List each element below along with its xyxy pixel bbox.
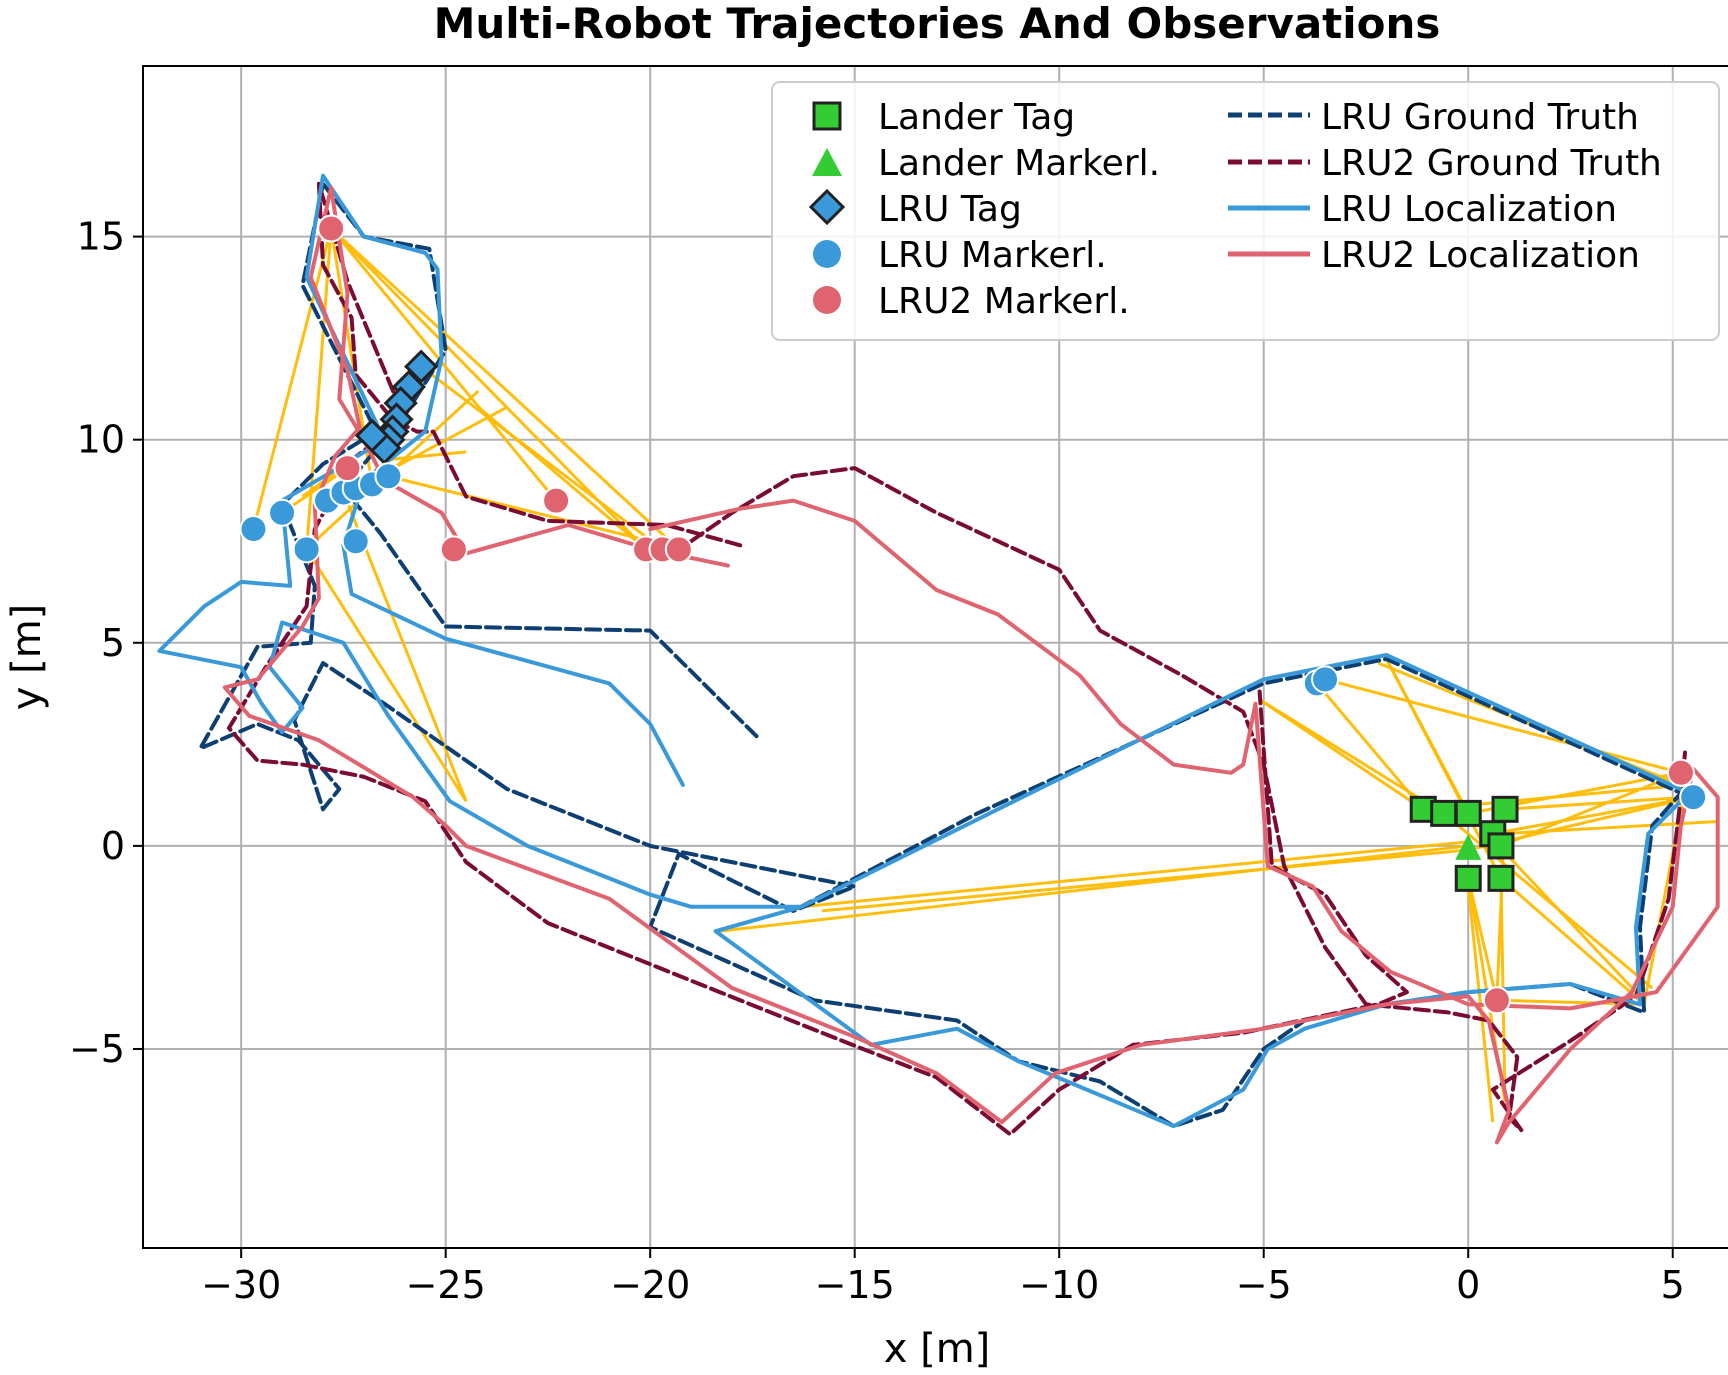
legend-swatch-lander-tag bbox=[812, 101, 842, 131]
legend-swatch-lru-markerless bbox=[813, 240, 841, 268]
legend-label-lander-markerless: Lander Markerl. bbox=[878, 143, 1160, 184]
marker-lru2-markerl bbox=[333, 454, 362, 483]
chart-title: Multi-Robot Trajectories And Observation… bbox=[434, 0, 1441, 48]
marker-lru-markerl bbox=[1679, 783, 1708, 812]
observation-link bbox=[388, 474, 651, 543]
marker-lru-markerl bbox=[268, 498, 297, 527]
marker-lru-markerl bbox=[239, 515, 268, 544]
observation-links bbox=[251, 227, 1718, 1123]
observation-link bbox=[1492, 795, 1694, 836]
marker-lru2-markerl bbox=[1666, 758, 1695, 787]
legend-swatch-lru-tag bbox=[808, 188, 846, 226]
x-tick-label: 0 bbox=[1456, 1263, 1480, 1307]
marker-lander-tag bbox=[1430, 799, 1458, 827]
legend-box bbox=[771, 81, 1720, 341]
trajectory-lines bbox=[157, 173, 1720, 1145]
legend-label-lru-ground-truth: LRU Ground Truth bbox=[1321, 97, 1639, 138]
observation-link bbox=[821, 848, 1469, 913]
marker-lru2-markerl bbox=[317, 214, 346, 243]
legend-swatch-lru2-markerless bbox=[813, 286, 841, 314]
observation-link bbox=[329, 227, 558, 502]
legend-label-lru2-markerless: LRU2 Markerl. bbox=[878, 281, 1130, 322]
observation-link bbox=[420, 365, 664, 551]
x-tick-label: −25 bbox=[406, 1263, 486, 1307]
x-axis-label: x [m] bbox=[884, 1326, 991, 1372]
observation-link bbox=[1258, 698, 1445, 815]
series-line-lru2-localization bbox=[222, 185, 1720, 1145]
legend-label-lander-tag: Lander Tag bbox=[878, 97, 1075, 138]
x-tick-label: −20 bbox=[610, 1263, 690, 1307]
observation-link bbox=[251, 228, 333, 530]
observation-markers bbox=[239, 214, 1708, 1015]
observation-link bbox=[1642, 788, 1687, 1005]
observation-link bbox=[330, 227, 680, 551]
marker-lander-tag bbox=[1454, 864, 1482, 892]
marker-lander-markerl bbox=[1455, 833, 1482, 860]
y-tick-label: −5 bbox=[69, 1027, 125, 1071]
marker-lru2-markerl bbox=[664, 535, 693, 564]
marker-lander-tag bbox=[1487, 864, 1515, 892]
marker-lander-tag bbox=[1454, 799, 1482, 827]
y-tick-label: 0 bbox=[101, 824, 125, 868]
x-tick-label: −30 bbox=[201, 1263, 281, 1307]
y-tick-label: 15 bbox=[77, 215, 125, 259]
observation-link bbox=[801, 840, 1469, 909]
marker-lander-tag bbox=[1491, 795, 1519, 823]
marker-lru-markerl bbox=[341, 527, 370, 556]
marker-lru-tag bbox=[354, 418, 390, 453]
marker-lru-markerl bbox=[292, 535, 321, 564]
x-tick-label: −15 bbox=[815, 1263, 895, 1307]
y-axis-label: y [m] bbox=[4, 604, 50, 711]
observation-link bbox=[477, 406, 648, 551]
legend-label-lru-markerless: LRU Markerl. bbox=[878, 235, 1107, 276]
legend-label-lru-tag: LRU Tag bbox=[878, 189, 1022, 230]
marker-lru2-markerl bbox=[439, 535, 468, 564]
x-tick-label: −5 bbox=[1236, 1263, 1292, 1307]
observation-link bbox=[305, 548, 468, 802]
observation-link bbox=[1324, 677, 1682, 775]
observation-link bbox=[384, 450, 467, 462]
observation-link bbox=[1442, 812, 1654, 990]
legend-swatch-lander-markerless bbox=[812, 148, 842, 176]
series-line-lru-localization bbox=[157, 173, 1692, 1129]
marker-lander-tag bbox=[1487, 832, 1515, 860]
series-line-lru2-ground-truth bbox=[689, 466, 1687, 1133]
x-tick-label: 5 bbox=[1661, 1263, 1685, 1307]
legend-label-lru-localization: LRU Localization bbox=[1321, 189, 1617, 230]
x-tick-label: −10 bbox=[1019, 1263, 1099, 1307]
plot-frame bbox=[142, 65, 1728, 1249]
y-axis-ticks: −5 0 5 10 15 bbox=[69, 215, 143, 1071]
marker-lru-markerl bbox=[1311, 665, 1340, 694]
y-tick-label: 5 bbox=[101, 621, 125, 665]
marker-lru2-markerl bbox=[1482, 986, 1511, 1015]
observation-link bbox=[719, 844, 1469, 933]
legend: Lander Tag Lander Markerl. LRU Tag LRU M… bbox=[771, 81, 1720, 341]
observation-link bbox=[1504, 795, 1690, 811]
marker-lru-tag bbox=[404, 349, 439, 384]
marker-lru-markerl bbox=[374, 462, 403, 491]
marker-lru2-markerl bbox=[542, 486, 571, 515]
observation-link bbox=[1499, 877, 1646, 1006]
legend-label-lru2-localization: LRU2 Localization bbox=[1321, 235, 1640, 276]
legend-label-lru2-ground-truth: LRU2 Ground Truth bbox=[1321, 143, 1662, 184]
x-axis-ticks: −30 −25 −20 −15 −10 −5 0 5 bbox=[201, 1248, 1685, 1307]
y-tick-label: 10 bbox=[77, 418, 125, 462]
observation-link bbox=[305, 228, 333, 550]
